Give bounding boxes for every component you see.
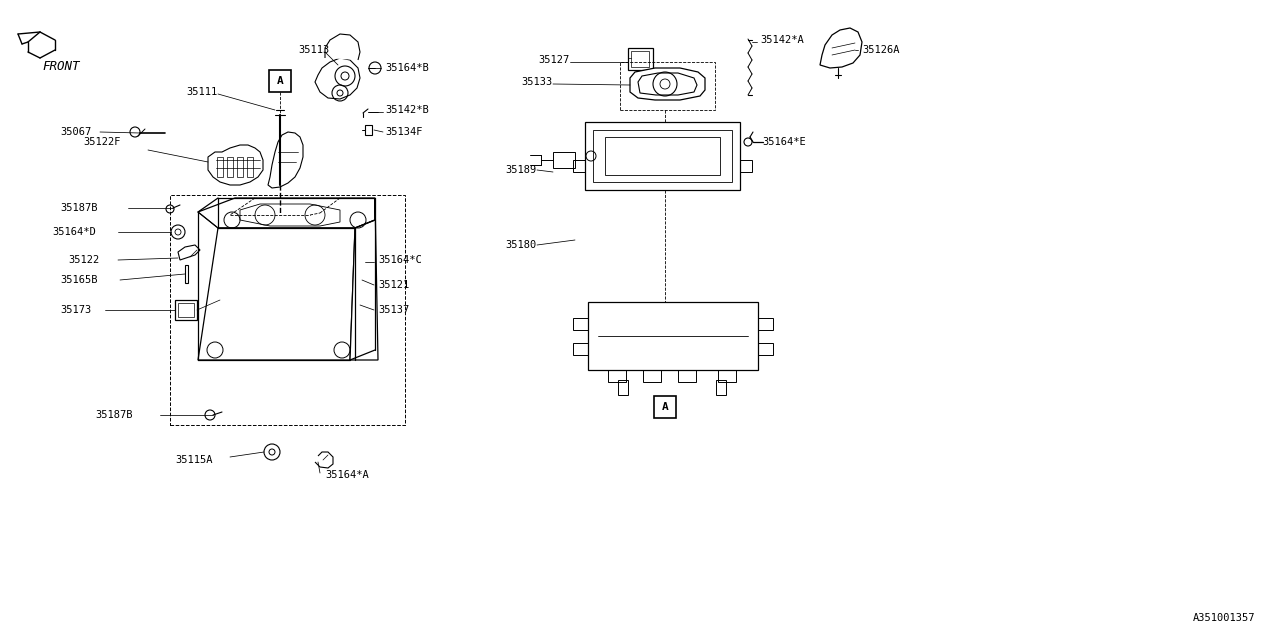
- Polygon shape: [209, 145, 262, 185]
- Bar: [365, 125, 372, 135]
- Bar: [628, 48, 653, 70]
- Polygon shape: [585, 122, 740, 190]
- Polygon shape: [268, 132, 303, 188]
- Text: 35165B: 35165B: [60, 275, 97, 285]
- Polygon shape: [315, 452, 333, 468]
- Bar: [716, 380, 726, 395]
- Bar: [654, 396, 676, 418]
- Bar: [186, 265, 188, 283]
- Polygon shape: [605, 137, 721, 175]
- Text: 35187B: 35187B: [95, 410, 133, 420]
- Bar: [631, 51, 649, 67]
- Text: FRONT: FRONT: [42, 60, 79, 72]
- Bar: [170, 195, 404, 425]
- Polygon shape: [198, 198, 375, 228]
- Text: 35134F: 35134F: [385, 127, 422, 137]
- Text: 35164*B: 35164*B: [385, 63, 429, 73]
- Polygon shape: [630, 68, 705, 100]
- Bar: [678, 370, 696, 382]
- Text: 35142*A: 35142*A: [760, 35, 804, 45]
- Text: 35164*D: 35164*D: [52, 227, 96, 237]
- Text: A351001357: A351001357: [1193, 613, 1254, 623]
- Polygon shape: [315, 58, 360, 99]
- Text: 35122F: 35122F: [83, 137, 120, 147]
- Text: 35133: 35133: [522, 77, 553, 87]
- Bar: [269, 70, 291, 92]
- Bar: [247, 157, 253, 177]
- Bar: [718, 370, 736, 382]
- Bar: [218, 157, 223, 177]
- Text: 35142*B: 35142*B: [385, 105, 429, 115]
- Text: 35187B: 35187B: [60, 203, 97, 213]
- Text: 35173: 35173: [60, 305, 91, 315]
- Bar: [573, 160, 585, 172]
- Text: 35180: 35180: [506, 240, 538, 250]
- Bar: [175, 300, 197, 320]
- Text: 35189: 35189: [506, 165, 538, 175]
- Text: 35122: 35122: [68, 255, 100, 265]
- Polygon shape: [593, 130, 732, 182]
- Bar: [758, 343, 773, 355]
- Polygon shape: [637, 73, 698, 95]
- Text: 35164*E: 35164*E: [762, 137, 805, 147]
- Bar: [227, 157, 233, 177]
- Text: A: A: [276, 76, 283, 86]
- Bar: [573, 343, 588, 355]
- Bar: [573, 318, 588, 330]
- Text: 35126A: 35126A: [861, 45, 900, 55]
- Polygon shape: [820, 28, 861, 68]
- Polygon shape: [325, 34, 360, 60]
- Bar: [758, 318, 773, 330]
- Text: 35121: 35121: [378, 280, 410, 290]
- Text: 35127: 35127: [539, 55, 570, 65]
- Bar: [608, 370, 626, 382]
- Text: A: A: [662, 402, 668, 412]
- Text: 35067: 35067: [60, 127, 91, 137]
- Polygon shape: [198, 228, 355, 360]
- Bar: [553, 152, 575, 168]
- Bar: [237, 157, 243, 177]
- Text: 35164*C: 35164*C: [378, 255, 421, 265]
- Polygon shape: [349, 198, 378, 360]
- Text: 35111: 35111: [187, 87, 218, 97]
- Text: 35164*A: 35164*A: [325, 470, 369, 480]
- Bar: [740, 160, 753, 172]
- Bar: [178, 303, 195, 317]
- Polygon shape: [178, 245, 200, 260]
- Text: 35113: 35113: [298, 45, 329, 55]
- Text: 35137: 35137: [378, 305, 410, 315]
- Bar: [618, 380, 628, 395]
- Bar: [620, 62, 716, 110]
- Polygon shape: [588, 302, 758, 370]
- Text: 35115A: 35115A: [175, 455, 212, 465]
- Bar: [643, 370, 660, 382]
